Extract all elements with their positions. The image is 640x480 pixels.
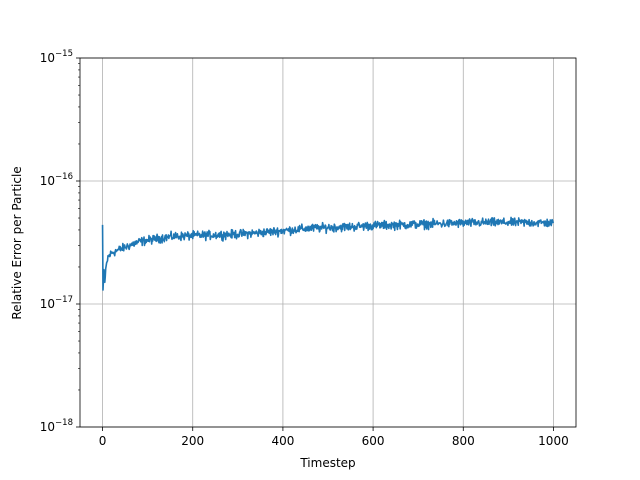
x-axis-ticks: 0 200 400 600 800 1000: [99, 427, 569, 448]
x-axis-label: Timestep: [299, 456, 355, 470]
y-tick-label: 10−18: [40, 418, 73, 434]
x-tick-label: 800: [452, 434, 475, 448]
series-layer: [101, 216, 555, 291]
x-tick-label: 600: [362, 434, 385, 448]
x-tick-label: 200: [181, 434, 204, 448]
x-tick-label: 400: [271, 434, 294, 448]
plot-frame: [79, 57, 577, 428]
y-axis-ticks: 10−18 10−17 10−16 10−15: [40, 49, 80, 434]
series-line: [101, 216, 555, 291]
y-tick-label: 10−16: [40, 172, 73, 188]
x-tick-label: 0: [99, 434, 107, 448]
y-axis-label: Relative Error per Particle: [10, 166, 24, 319]
x-tick-label: 1000: [538, 434, 569, 448]
y-tick-label: 10−15: [40, 49, 73, 65]
y-tick-label: 10−17: [40, 295, 73, 311]
